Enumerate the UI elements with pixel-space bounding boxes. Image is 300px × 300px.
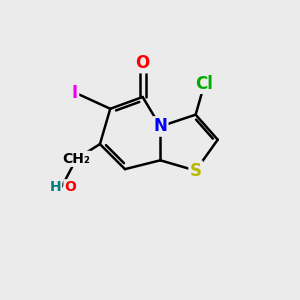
- Text: CH₂: CH₂: [62, 152, 90, 166]
- Text: Cl: Cl: [196, 75, 213, 93]
- Text: S: S: [190, 162, 202, 180]
- Text: O: O: [136, 54, 150, 72]
- Text: N: N: [153, 117, 167, 135]
- Text: O: O: [64, 180, 76, 194]
- Text: I: I: [72, 84, 78, 102]
- Text: H: H: [50, 180, 62, 194]
